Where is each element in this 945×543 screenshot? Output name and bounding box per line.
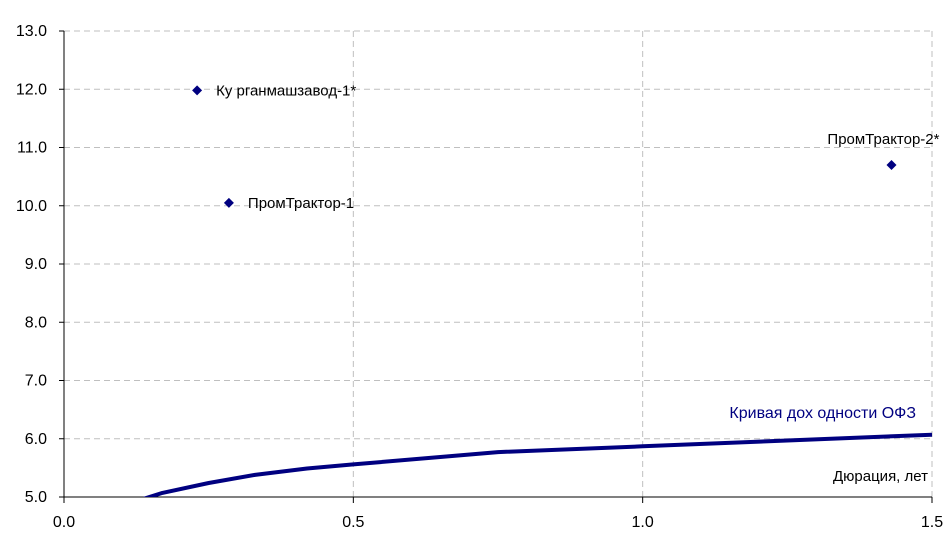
x-tick-label: 1.5 xyxy=(921,514,943,531)
yield-curve-label: Кривая дох одности ОФЗ xyxy=(729,405,916,422)
y-tick-label: 5.0 xyxy=(25,489,47,506)
x-tick-label: 0.0 xyxy=(53,514,75,531)
data-point-marker xyxy=(886,159,897,170)
data-point-label: ПромТрактор-1 xyxy=(248,195,354,212)
y-tick-label: 7.0 xyxy=(25,373,47,390)
data-point-marker xyxy=(192,85,203,96)
grid xyxy=(64,30,933,497)
y-tick-label: 13.0 xyxy=(16,23,47,40)
y-tick-labels: 5.0 6.0 7.0 8.0 9.0 10.0 11.0 12.0 13.0 xyxy=(16,23,47,506)
y-tick-label: 6.0 xyxy=(25,431,47,448)
y-tick-label: 11.0 xyxy=(17,140,47,157)
data-point-label: ПромТрактор-2* xyxy=(827,131,939,148)
yield-curve-line xyxy=(142,432,932,497)
yield-curve-series: Кривая дох одности ОФЗ xyxy=(142,405,932,497)
y-tick-label: 10.0 xyxy=(16,198,47,215)
y-tick-label: 8.0 xyxy=(25,314,47,331)
data-point-label: Ку рганмашзавод-1* xyxy=(216,82,356,99)
data-point-marker xyxy=(223,197,234,208)
y-tick-label: 12.0 xyxy=(16,81,47,98)
y-tick-label: 9.0 xyxy=(25,256,47,273)
axes xyxy=(59,30,933,503)
x-axis-label: Дюрация, лет xyxy=(833,468,928,485)
x-tick-label: 1.0 xyxy=(632,514,654,531)
bond-points-series: Ку рганмашзавод-1* ПромТрактор-1 ПромТракт… xyxy=(192,82,940,212)
x-tick-labels: 0.0 0.5 1.0 1.5 xyxy=(53,514,943,531)
x-tick-label: 0.5 xyxy=(342,514,364,531)
